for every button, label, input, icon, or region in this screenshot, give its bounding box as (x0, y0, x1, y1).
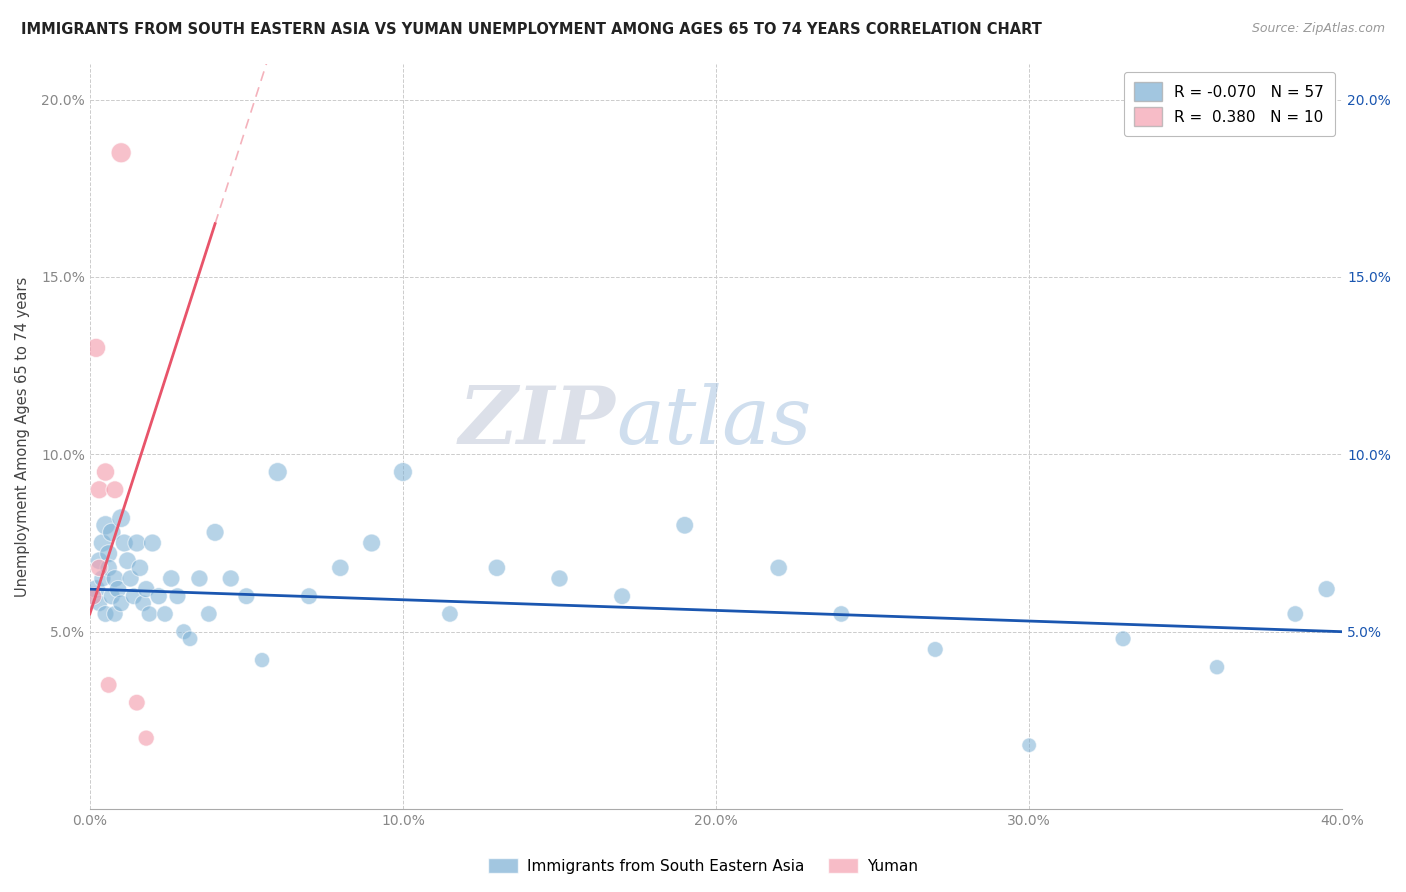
Point (392, 465, 415, 479)
Point (235, 589, 257, 603)
Point (104, 572, 127, 586)
Point (548, 572, 571, 586)
Point (84, 341, 107, 355)
Legend: R = -0.070   N = 57, R =  0.380   N = 10: R = -0.070 N = 57, R = 0.380 N = 10 (1123, 71, 1334, 136)
Point (135, 582, 157, 596)
Point (110, 145, 132, 160)
Point (84, 582, 107, 596)
Point (125, 696, 148, 710)
Point (188, 572, 211, 586)
Point (166, 589, 188, 603)
Point (110, 511, 132, 525)
Point (94, 518, 117, 533)
Point (91, 536, 114, 550)
Point (173, 624, 195, 639)
Point (100, 525, 122, 540)
Point (768, 561, 790, 575)
Legend: Immigrants from South Eastern Asia, Yuman: Immigrants from South Eastern Asia, Yuma… (481, 852, 925, 880)
Point (82, 589, 104, 603)
Point (97, 561, 120, 575)
Point (110, 596, 132, 610)
Point (104, 483, 127, 497)
Point (89, 483, 111, 497)
Point (439, 607, 461, 621)
Point (267, 465, 290, 479)
Point (135, 731, 157, 745)
Point (298, 589, 321, 603)
Point (360, 536, 382, 550)
Point (97, 547, 120, 561)
Point (94, 607, 117, 621)
Point (117, 554, 139, 568)
Point (104, 607, 127, 621)
Text: IMMIGRANTS FROM SOUTH EASTERN ASIA VS YUMAN UNEMPLOYMENT AMONG AGES 65 TO 74 YEA: IMMIGRANTS FROM SOUTH EASTERN ASIA VS YU… (21, 22, 1042, 37)
Point (89, 554, 111, 568)
Text: ZIP: ZIP (458, 383, 616, 460)
Point (219, 572, 242, 586)
Point (830, 607, 852, 621)
Point (100, 589, 122, 603)
Point (82, 589, 104, 603)
Y-axis label: Unemployment Among Ages 65 to 74 years: Unemployment Among Ages 65 to 74 years (15, 277, 30, 597)
Point (1206, 660, 1229, 674)
Point (89, 596, 111, 610)
Point (179, 632, 201, 646)
Point (120, 572, 142, 586)
Point (141, 536, 163, 550)
Point (610, 589, 633, 603)
Point (129, 561, 152, 575)
Point (138, 607, 160, 621)
Point (91, 572, 114, 586)
Point (94, 465, 117, 479)
Point (204, 525, 226, 540)
Point (122, 589, 145, 603)
Point (1112, 632, 1135, 646)
Point (673, 518, 696, 533)
Point (160, 572, 183, 586)
Point (198, 607, 221, 621)
Point (1316, 582, 1339, 596)
Point (250, 653, 273, 667)
Text: atlas: atlas (616, 383, 811, 460)
Text: Source: ZipAtlas.com: Source: ZipAtlas.com (1251, 22, 1385, 36)
Point (148, 589, 170, 603)
Point (125, 536, 148, 550)
Point (112, 536, 135, 550)
Point (485, 561, 508, 575)
Point (97, 678, 120, 692)
Point (107, 582, 129, 596)
Point (153, 607, 176, 621)
Point (132, 596, 155, 610)
Point (1018, 738, 1040, 752)
Point (1284, 607, 1306, 621)
Point (924, 642, 946, 657)
Point (329, 561, 352, 575)
Point (89, 561, 111, 575)
